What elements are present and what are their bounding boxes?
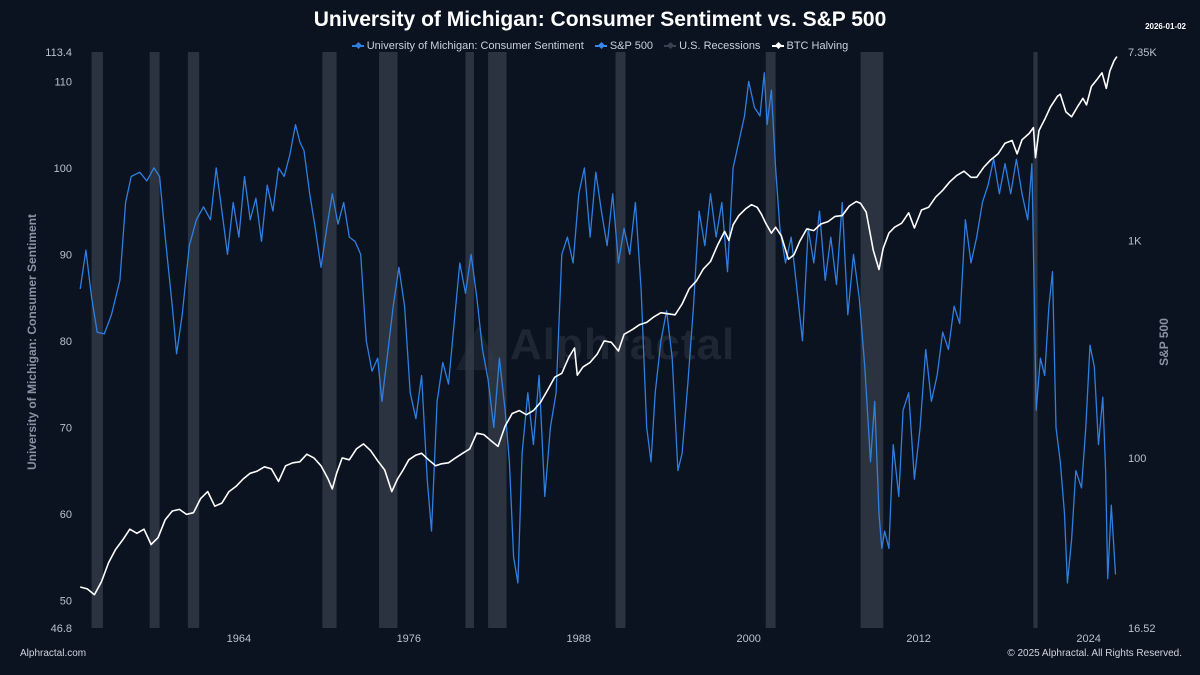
y-axis-right-label: S&P 500 <box>1157 318 1171 366</box>
x-tick-label: 1976 <box>397 633 421 645</box>
recession-band <box>860 52 884 628</box>
y-left-tick-label: 46.8 <box>51 623 72 635</box>
chart-title: University of Michigan: Consumer Sentime… <box>313 8 887 31</box>
x-tick-label: 2024 <box>1076 633 1100 645</box>
chart-date: 2026-01-02 <box>1145 22 1186 31</box>
sp500-line <box>79 56 1118 596</box>
legend-item-sp500[interactable]: S&P 500 <box>594 40 654 52</box>
y-right-tick-label: 100 <box>1128 453 1146 465</box>
legend-marker-icon <box>594 45 607 48</box>
recession-band <box>149 52 160 628</box>
y-left-tick-label: 80 <box>60 336 72 348</box>
legend-marker-icon <box>664 45 677 48</box>
recession-band <box>615 52 626 628</box>
y-right-tick-label: 1K <box>1128 235 1142 247</box>
x-tick-label: 2000 <box>736 633 760 645</box>
legend-label: University of Michigan: Consumer Sentime… <box>366 40 584 52</box>
footer-site: Alphractal.com <box>20 648 87 659</box>
sp500-series <box>79 56 1118 596</box>
y-left-tick-label: 100 <box>54 163 72 175</box>
recession-band <box>765 52 776 628</box>
legend-label: U.S. Recessions <box>679 40 761 52</box>
recession-band <box>465 52 474 628</box>
y-left-tick-label: 70 <box>60 422 72 434</box>
legend-item-btc-halving[interactable]: BTC Halving <box>771 40 849 52</box>
y-left-tick-label: 110 <box>54 76 72 88</box>
y-left-tick-label: 90 <box>60 249 72 261</box>
sentiment-series <box>79 72 1117 584</box>
y-axis-left-label: University of Michigan: Consumer Sentime… <box>25 213 39 471</box>
x-tick-label: 1988 <box>567 633 591 645</box>
recession-band <box>322 52 337 628</box>
y-right-tick-label: 7.35K <box>1128 47 1157 59</box>
recession-band <box>488 52 507 628</box>
x-tick-label: 2012 <box>906 633 930 645</box>
y-right-tick-label: 16.52 <box>1128 623 1156 635</box>
recession-bands <box>91 52 1038 628</box>
y-left-tick-label: 50 <box>60 595 72 607</box>
legend-item-consumer-sentiment[interactable]: University of Michigan: Consumer Sentime… <box>351 40 584 52</box>
axes: 1964 1976 1988 2000 2012 2024 113.4 110 100 90 80 7… <box>45 47 1157 645</box>
y-left-tick-label: 113.4 <box>45 47 72 59</box>
legend-marker-icon <box>351 45 364 48</box>
legend-label: BTC Halving <box>786 40 849 52</box>
legend-marker-icon <box>771 45 784 48</box>
y-left-tick-label: 60 <box>60 509 72 521</box>
legend-label: S&P 500 <box>609 40 654 52</box>
legend-item-recessions[interactable]: U.S. Recessions <box>664 40 760 52</box>
sentiment-line <box>79 72 1117 584</box>
recession-band <box>187 52 200 628</box>
recession-band <box>91 52 103 628</box>
chart-legend: University of Michigan: Consumer Sentime… <box>0 40 1200 52</box>
footer-copyright: © 2025 Alphractal. All Rights Reserved. <box>1007 648 1182 659</box>
recession-band <box>379 52 398 628</box>
x-tick-label: 1964 <box>227 633 251 645</box>
